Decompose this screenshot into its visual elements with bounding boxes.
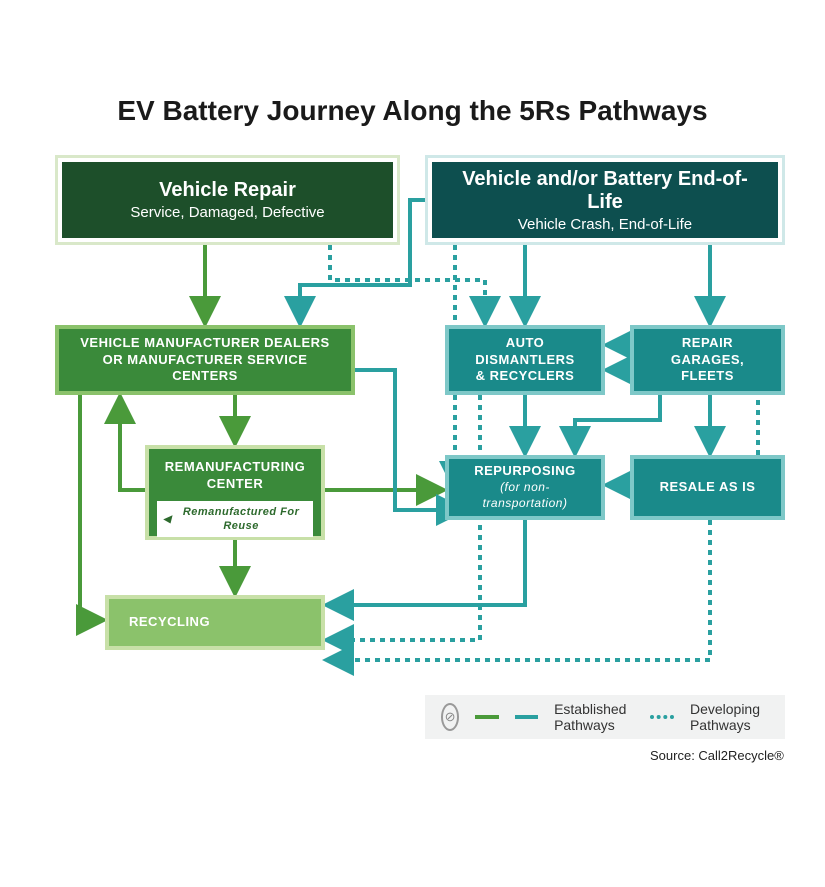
node-line1: RECYCLING [129,614,210,631]
legend-established: Established Pathways [554,701,634,733]
key-icon: ⊘ [441,703,459,731]
node-resale: RESALE AS IS [630,455,785,520]
legend-line-green [475,715,498,719]
node-remanufacturing: REMANUFACTURING CENTER ◀ Remanufactured … [145,445,325,540]
source-text: Source: Call2Recycle® [650,748,784,763]
node-line1: AUTO DISMANTLERS [459,335,591,369]
node-sub: Service, Damaged, Defective [82,204,373,221]
node-line1: REPURPOSING [474,463,576,480]
remanu-reuse-note: ◀ Remanufactured For Reuse [157,501,313,538]
chart-title: EV Battery Journey Along the 5Rs Pathway… [0,95,825,127]
node-line1: REPAIR GARAGES, [644,335,771,369]
node-sub: (for non-transportation) [459,480,591,511]
node-line2: & RECYCLERS [476,368,575,385]
node-line2: FLEETS [681,368,734,385]
node-repurposing: REPURPOSING (for non-transportation) [445,455,605,520]
legend-line-dotted [650,715,673,719]
triangle-left-icon: ◀ [163,513,171,526]
node-title: Vehicle Repair [82,179,373,202]
node-vehicle-repair: Vehicle Repair Service, Damaged, Defecti… [55,155,400,245]
legend: ⊘ Established Pathways Developing Pathwa… [425,695,785,739]
legend-developing: Developing Pathways [690,701,769,733]
node-recycling: RECYCLING [105,595,325,650]
node-dismantlers: AUTO DISMANTLERS & RECYCLERS [445,325,605,395]
node-title: Vehicle and/or Battery End-of-Life [452,168,758,214]
node-line2: OR MANUFACTURER SERVICE CENTERS [69,352,341,386]
node-line1: REMANUFACTURING [165,459,305,476]
legend-line-teal [515,715,538,719]
node-garages: REPAIR GARAGES, FLEETS [630,325,785,395]
node-line1: VEHICLE MANUFACTURER DEALERS [80,335,329,352]
node-eol: Vehicle and/or Battery End-of-Life Vehic… [425,155,785,245]
node-sub: Vehicle Crash, End-of-Life [452,216,758,233]
node-line2: CENTER [207,476,263,493]
node-line1: RESALE AS IS [660,479,756,496]
node-dealers: VEHICLE MANUFACTURER DEALERS OR MANUFACT… [55,325,355,395]
